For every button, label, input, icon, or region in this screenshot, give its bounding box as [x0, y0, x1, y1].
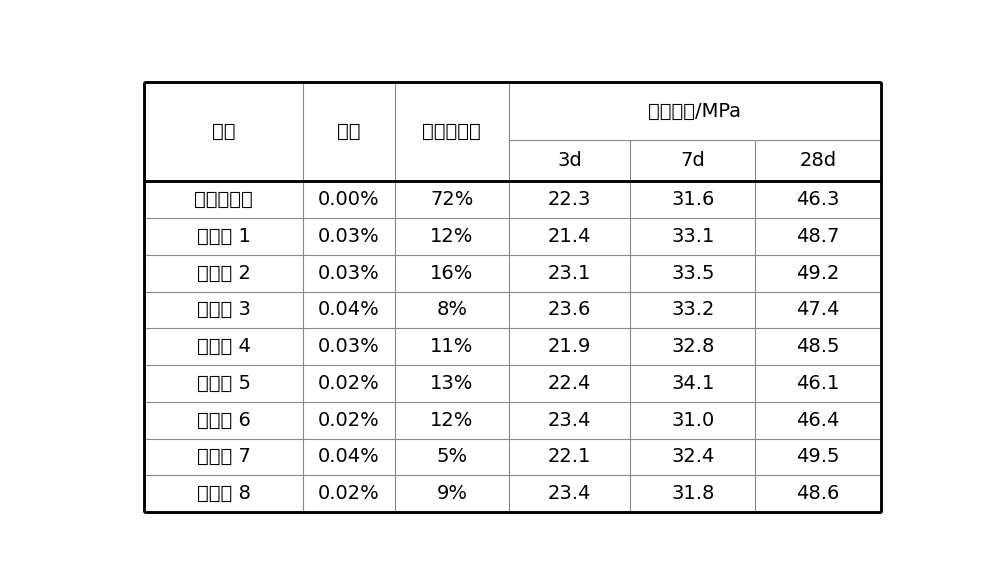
- Text: 0.02%: 0.02%: [318, 484, 380, 503]
- Text: 8%: 8%: [436, 300, 467, 319]
- Text: 22.1: 22.1: [548, 447, 591, 466]
- Text: 实施例 6: 实施例 6: [197, 410, 250, 430]
- Text: 46.3: 46.3: [796, 190, 840, 209]
- Text: 23.6: 23.6: [548, 300, 591, 319]
- Text: 21.9: 21.9: [548, 337, 591, 356]
- Text: 实施例 3: 实施例 3: [197, 300, 250, 319]
- Text: 28d: 28d: [799, 151, 837, 171]
- Text: 实施例 7: 实施例 7: [197, 447, 250, 466]
- Text: 0.04%: 0.04%: [318, 447, 380, 466]
- Text: 33.5: 33.5: [671, 263, 715, 283]
- Text: 压力泌水率: 压力泌水率: [422, 122, 481, 141]
- Text: 32.8: 32.8: [671, 337, 715, 356]
- Text: 49.5: 49.5: [796, 447, 840, 466]
- Text: 7d: 7d: [681, 151, 705, 171]
- Text: 48.7: 48.7: [796, 227, 840, 246]
- Text: 72%: 72%: [430, 190, 473, 209]
- Text: 31.0: 31.0: [671, 410, 715, 430]
- Text: 实施例 4: 实施例 4: [197, 337, 250, 356]
- Text: 48.6: 48.6: [796, 484, 840, 503]
- Text: 32.4: 32.4: [671, 447, 715, 466]
- Text: 编号: 编号: [212, 122, 235, 141]
- Text: 0.03%: 0.03%: [318, 227, 380, 246]
- Text: 31.6: 31.6: [671, 190, 715, 209]
- Text: 49.2: 49.2: [796, 263, 840, 283]
- Text: 22.3: 22.3: [548, 190, 591, 209]
- Text: 33.1: 33.1: [671, 227, 715, 246]
- Text: 0.04%: 0.04%: [318, 300, 380, 319]
- Text: 11%: 11%: [430, 337, 473, 356]
- Text: 12%: 12%: [430, 227, 473, 246]
- Text: 抗压强度/MPa: 抗压强度/MPa: [648, 102, 741, 121]
- Text: 31.8: 31.8: [671, 484, 715, 503]
- Text: 33.2: 33.2: [671, 300, 715, 319]
- Text: 13%: 13%: [430, 374, 473, 393]
- Text: 实施例 8: 实施例 8: [197, 484, 250, 503]
- Text: 0.02%: 0.02%: [318, 410, 380, 430]
- Text: 23.1: 23.1: [548, 263, 591, 283]
- Text: 9%: 9%: [436, 484, 467, 503]
- Text: 12%: 12%: [430, 410, 473, 430]
- Text: 0.00%: 0.00%: [318, 190, 379, 209]
- Text: 47.4: 47.4: [796, 300, 840, 319]
- Text: 21.4: 21.4: [548, 227, 591, 246]
- Text: 实施例 5: 实施例 5: [197, 374, 251, 393]
- Text: 5%: 5%: [436, 447, 467, 466]
- Text: 48.5: 48.5: [796, 337, 840, 356]
- Text: 实施例 1: 实施例 1: [197, 227, 250, 246]
- Text: 实施例 2: 实施例 2: [197, 263, 250, 283]
- Text: 16%: 16%: [430, 263, 473, 283]
- Text: 空白对照样: 空白对照样: [194, 190, 253, 209]
- Text: 46.1: 46.1: [796, 374, 840, 393]
- Text: 掺量: 掺量: [337, 122, 360, 141]
- Text: 46.4: 46.4: [796, 410, 840, 430]
- Text: 34.1: 34.1: [671, 374, 715, 393]
- Text: 0.03%: 0.03%: [318, 263, 380, 283]
- Text: 0.02%: 0.02%: [318, 374, 380, 393]
- Text: 22.4: 22.4: [548, 374, 591, 393]
- Text: 23.4: 23.4: [548, 410, 591, 430]
- Text: 3d: 3d: [557, 151, 582, 171]
- Text: 23.4: 23.4: [548, 484, 591, 503]
- Text: 0.03%: 0.03%: [318, 337, 380, 356]
